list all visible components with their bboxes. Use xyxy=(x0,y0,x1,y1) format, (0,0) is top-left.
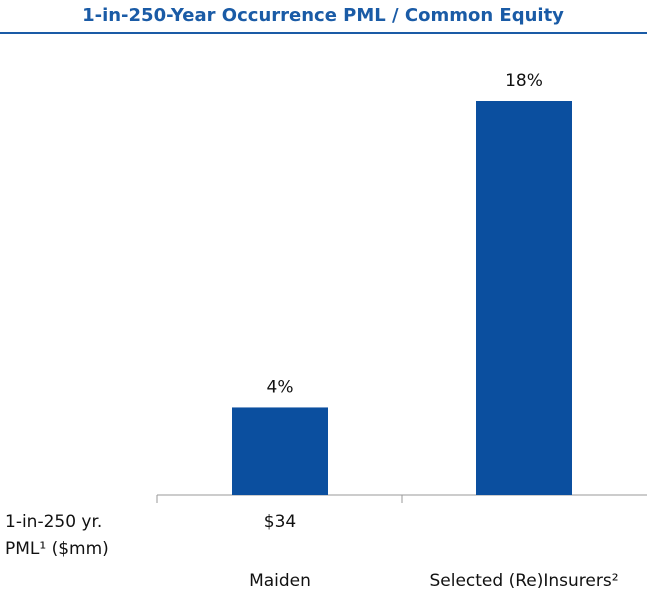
chart-title: 1-in-250-Year Occurrence PML / Common Eq… xyxy=(82,5,564,26)
x-tick-label: Selected (Re)Insurers² xyxy=(429,571,618,591)
row-cell: $34 xyxy=(264,512,296,532)
value-label: 18% xyxy=(505,71,543,91)
row-label: 1-in-250 yr. xyxy=(5,512,102,532)
bar xyxy=(476,101,572,495)
value-label: 4% xyxy=(267,377,294,397)
x-tick-label: Maiden xyxy=(249,571,311,591)
bar xyxy=(232,407,328,495)
row-label: PML¹ ($mm) xyxy=(5,539,109,559)
